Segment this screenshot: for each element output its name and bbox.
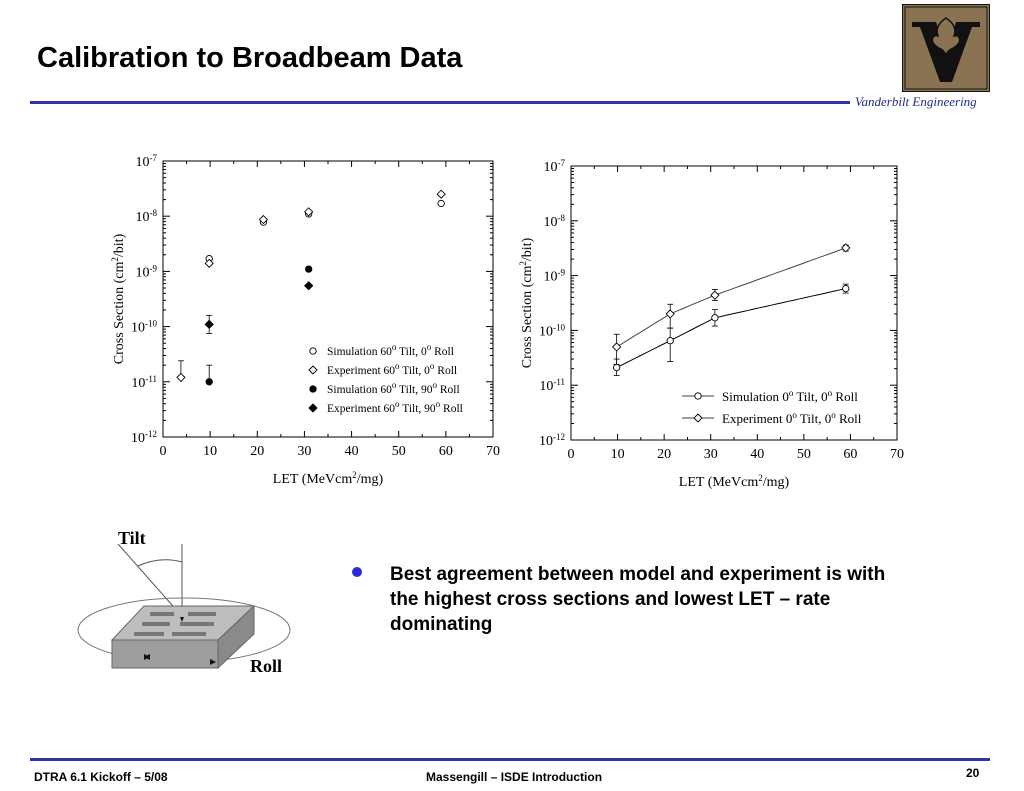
- y-axis-label: Cross Section (cm2/bit): [110, 233, 127, 364]
- data-point: [710, 290, 720, 300]
- footer-rule: [30, 758, 990, 761]
- legend-marker: [309, 347, 317, 355]
- x-tick-label: 20: [250, 444, 264, 459]
- y-tick-label: 10-9: [136, 263, 158, 280]
- roll-label: Roll: [250, 656, 282, 676]
- page-number: 20: [966, 766, 980, 780]
- data-point: [711, 314, 719, 322]
- x-tick-label: 60: [439, 444, 453, 459]
- x-tick-label: 70: [890, 447, 904, 462]
- data-point: [304, 281, 314, 291]
- data-point: [437, 199, 445, 208]
- chart-right: 0 10 20 30 40 50 60 70 10-12 10-11 10-10 10-9 10-8 10…: [518, 158, 904, 490]
- data-point: [665, 309, 675, 319]
- x-tick-label: 50: [392, 444, 406, 459]
- x-tick-label: 40: [750, 447, 764, 462]
- x-tick-label: 0: [160, 444, 167, 459]
- legend-marker: [693, 413, 703, 423]
- y-tick-label: 10-12: [539, 432, 565, 449]
- legend-marker: [309, 385, 317, 393]
- fit-curve: [616, 247, 846, 348]
- tilt-label: Tilt: [118, 528, 146, 548]
- data-point: [841, 243, 851, 253]
- data-point: [176, 372, 186, 383]
- data-point: [258, 214, 269, 225]
- legend-marker: [308, 365, 318, 375]
- y-tick-label: 10-12: [131, 429, 157, 446]
- legend-label: Simulation 60o Tilt, 90o Roll: [327, 380, 460, 396]
- x-tick-label: 10: [203, 444, 217, 459]
- legend-label: Experiment 60o Tilt, 90o Roll: [327, 399, 463, 415]
- x-tick-label: 10: [611, 447, 625, 462]
- legend-marker: [694, 392, 702, 400]
- legend-label: Simulation 60o Tilt, 0o Roll: [327, 342, 454, 358]
- x-tick-label: 70: [486, 444, 500, 459]
- chart-left: 0 10 20 30 40 50 60 70 10-12 10-11 10-10 10-9 10-8 10…: [110, 153, 500, 487]
- y-tick-label: 10-10: [539, 322, 565, 339]
- data-point: [436, 189, 446, 199]
- slide-title: Calibration to Broadbeam Data: [37, 42, 463, 74]
- bullet-dot: [352, 567, 362, 577]
- x-tick-label: 30: [704, 447, 718, 462]
- vanderbilt-logo: [902, 4, 990, 92]
- x-axis-label: LET (MeVcm2/mg): [679, 473, 790, 490]
- x-tick-label: 0: [568, 447, 575, 462]
- footer-left: DTRA 6.1 Kickoff – 5/08: [34, 770, 168, 784]
- data-point: [204, 258, 214, 268]
- data-point: [205, 378, 213, 386]
- data-point: [612, 342, 622, 352]
- legend-label: Simulation 0o Tilt, 0o Roll: [722, 388, 858, 404]
- fit-curve: [616, 288, 846, 368]
- data-point: [204, 319, 214, 329]
- header-rule: [30, 101, 850, 104]
- y-tick-label: 10-8: [544, 213, 566, 230]
- x-tick-label: 40: [345, 444, 359, 459]
- y-tick-label: 10-11: [131, 374, 157, 391]
- data-point: [612, 363, 621, 372]
- x-tick-label: 50: [797, 447, 811, 462]
- x-axis-label: LET (MeVcm2/mg): [273, 470, 384, 487]
- legend-label: Experiment 60o Tilt, 0o Roll: [327, 361, 457, 377]
- footer-center: Massengill – ISDE Introduction: [426, 770, 603, 784]
- y-tick-label: 10-11: [539, 377, 565, 394]
- x-tick-label: 60: [843, 447, 857, 462]
- data-point: [305, 265, 313, 273]
- tilt-roll-diagram: Tilt Roll: [77, 528, 291, 676]
- y-tick-label: 10-7: [544, 158, 566, 175]
- data-point: [304, 207, 314, 217]
- y-tick-label: 10-7: [136, 153, 158, 170]
- data-point: [842, 284, 850, 293]
- y-axis-label: Cross Section (cm2/bit): [518, 237, 535, 368]
- x-tick-label: 20: [657, 447, 671, 462]
- legend-marker: [308, 403, 318, 413]
- legend-label: Experiment 0o Tilt, 0o Roll: [722, 410, 862, 426]
- y-tick-label: 10-9: [544, 268, 566, 285]
- data-point: [666, 337, 674, 345]
- y-tick-label: 10-10: [131, 319, 157, 336]
- y-tick-label: 10-8: [136, 208, 158, 225]
- x-tick-label: 30: [297, 444, 311, 459]
- brand-label: Vanderbilt Engineering: [855, 94, 977, 109]
- bullet-text: Best agreement between model and experim…: [390, 564, 886, 635]
